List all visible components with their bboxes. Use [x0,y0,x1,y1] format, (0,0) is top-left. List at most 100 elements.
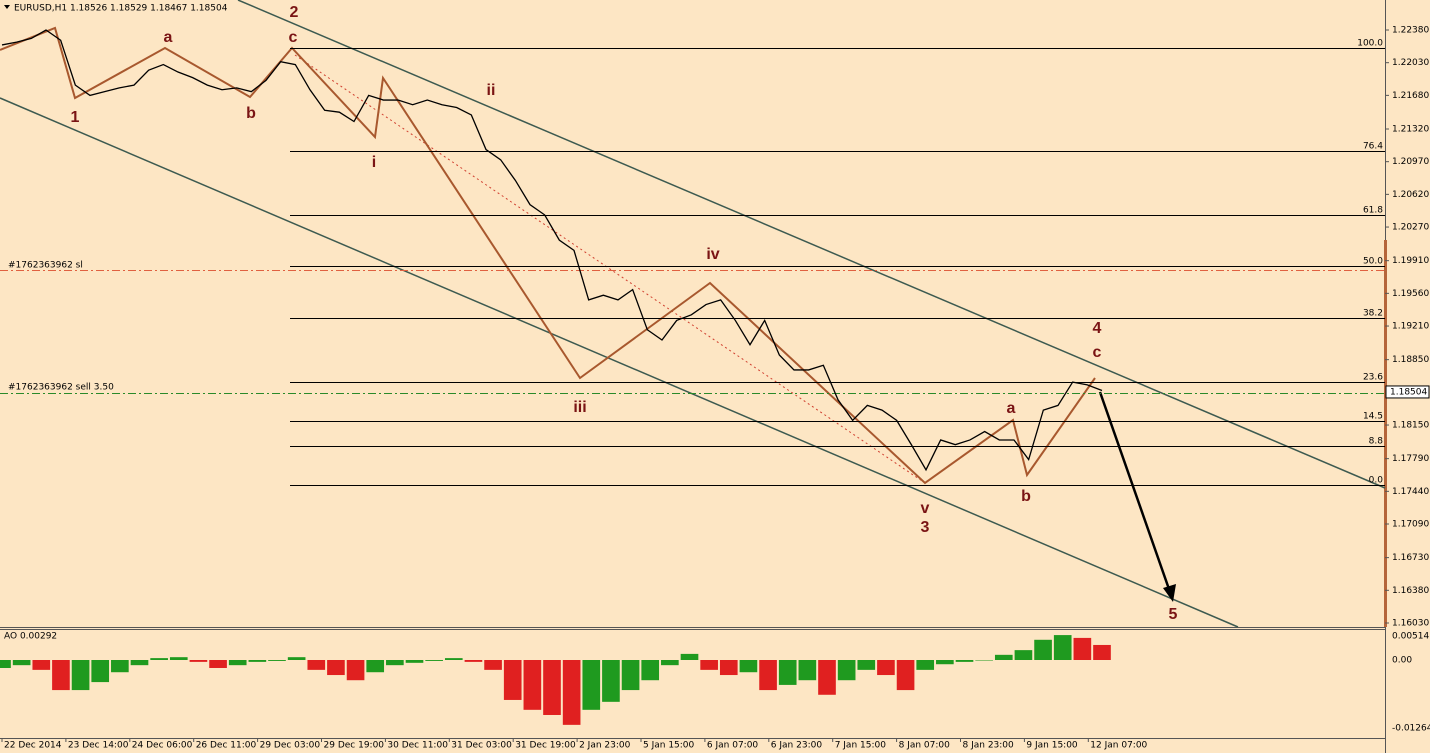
ao-bar [189,660,208,662]
ao-bar [994,654,1013,660]
wave-label: ii [487,82,496,99]
time-label: 29 Dec 03:00 [260,741,321,751]
time-label: 2 Jan 23:00 [579,741,631,751]
ao-bar [837,660,856,681]
wave-label: v [921,500,930,517]
price-label: 1.19210 [1392,322,1429,332]
time-label: 24 Dec 06:00 [132,741,193,751]
scale-bar [1384,240,1387,627]
ao-axis-label: -0.01264 [1392,724,1430,734]
time-label: 23 Dec 14:00 [68,741,129,751]
price-label: 1.16730 [1392,553,1429,563]
ao-bar [602,660,620,702]
wave-zigzag [0,26,1096,485]
indicator-label: AO 0.00292 [4,632,57,642]
fib-label: 38.2 [1363,309,1383,319]
price-label: 1.16030 [1392,619,1429,629]
price-label: 1.21680 [1392,91,1429,101]
ao-bar [130,660,149,666]
ao-bar [405,660,424,663]
ao-bar [71,660,90,691]
fib-label: 76.4 [1363,142,1383,152]
ao-bar [484,660,502,670]
wave-label: 4 [1093,320,1102,337]
ao-bar [503,660,522,700]
channel-line [237,0,1386,489]
time-label: 31 Dec 03:00 [451,741,512,751]
ao-bar [1014,650,1033,660]
ao-bar [680,653,699,660]
price-label: 1.17790 [1392,454,1429,464]
price-label: 1.22030 [1392,58,1429,68]
price-label: 1.18150 [1392,421,1429,431]
wave-label: iii [573,399,586,416]
ao-bar [150,658,168,660]
ao-bar [798,660,817,681]
price-line [1,29,1103,472]
wave-label: a [1007,400,1016,417]
ao-bar [1093,644,1111,660]
ao-bar [386,660,404,666]
price-label: 1.17440 [1392,487,1429,497]
ao-bar [111,660,129,673]
ao-bar [877,660,895,676]
ao-bar [582,660,601,710]
price-label: 1.18850 [1392,355,1429,365]
time-label: 6 Jan 07:00 [707,741,759,751]
wave-label: b [246,105,256,122]
wave-label: 3 [921,519,930,536]
current-price: 1.18504 [1390,387,1427,397]
ao-bar [1053,635,1072,660]
ao-bar [857,660,876,670]
ao-bar [523,660,542,710]
ao-bar [896,660,915,691]
ao-bar [425,660,443,661]
time-label: 22 Dec 2014 [4,741,62,751]
ao-bar [209,660,227,668]
fib-label: 8.8 [1369,437,1384,447]
ao-bar [91,660,110,683]
ao-bar [641,660,660,681]
time-label: 29 Dec 19:00 [324,741,385,751]
ao-bar [543,660,561,715]
ao-bar [778,660,797,685]
ao-bar [32,660,51,670]
wave-label: 2 [290,4,299,21]
fib-label: 0.0 [1369,476,1384,486]
time-label: 26 Dec 11:00 [196,741,257,751]
price-label: 1.19560 [1392,289,1429,299]
ao-bar [661,660,679,666]
ao-bar [818,660,836,695]
symbol-info: EURUSD,H1 1.18526 1.18529 1.18467 1.1850… [14,4,228,14]
wave-label: 1 [71,109,80,126]
ao-bar [759,660,777,691]
menu-triangle[interactable] [4,5,10,9]
time-label: 9 Jan 15:00 [1026,741,1078,751]
ao-bar [955,660,974,662]
wave-label: i [372,154,376,171]
ao-bar [346,660,365,681]
ao-bar [936,660,954,665]
ao-bar [366,660,385,673]
ao-axis-label: 0.00514 [1392,632,1429,642]
price-label: 1.20620 [1392,190,1429,200]
time-label: 5 Jan 15:00 [643,741,695,751]
time-label: 12 Jan 07:00 [1090,741,1147,751]
ao-bar [975,660,993,661]
wave-label: iv [706,246,719,263]
ao-bar [739,660,758,673]
time-label: 8 Jan 07:00 [899,741,951,751]
price-label: 1.22380 [1392,26,1429,36]
ao-bar [444,658,463,660]
wave-label: c [289,29,298,46]
order-label: #1762363962 sl [8,261,83,271]
ao-bar [464,660,483,662]
ao-bar [621,660,640,691]
ao-bar [228,660,247,666]
time-label: 8 Jan 23:00 [963,741,1015,751]
wave-label: a [164,29,173,46]
time-label: 6 Jan 23:00 [771,741,823,751]
fib-label: 50.0 [1363,257,1383,267]
